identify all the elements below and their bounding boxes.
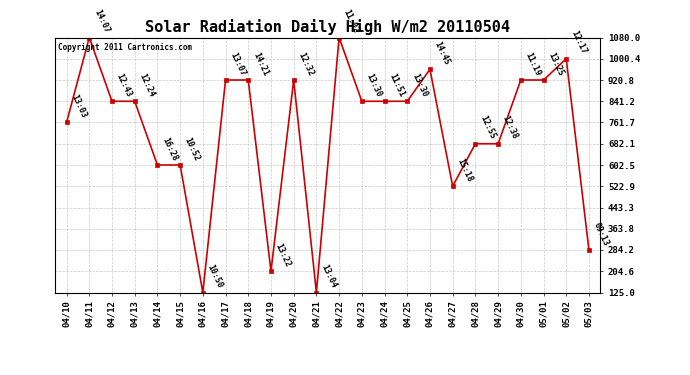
Text: 13:04: 13:04 [319, 263, 338, 290]
Text: 13:30: 13:30 [410, 72, 428, 99]
Text: 10:50: 10:50 [206, 263, 224, 290]
Text: 11:02: 11:02 [342, 8, 361, 35]
Text: 10:52: 10:52 [183, 136, 201, 162]
Text: Copyright 2011 Cartronics.com: Copyright 2011 Cartronics.com [58, 43, 192, 52]
Text: 11:51: 11:51 [387, 72, 406, 99]
Title: Solar Radiation Daily High W/m2 20110504: Solar Radiation Daily High W/m2 20110504 [146, 19, 510, 35]
Text: 16:28: 16:28 [160, 136, 179, 162]
Text: 13:03: 13:03 [69, 93, 88, 120]
Text: 12:32: 12:32 [297, 51, 315, 77]
Text: 12:17: 12:17 [569, 30, 588, 56]
Text: 11:19: 11:19 [524, 51, 542, 77]
Text: 14:07: 14:07 [92, 8, 111, 35]
Text: 13:07: 13:07 [228, 51, 247, 77]
Text: 14:45: 14:45 [433, 40, 451, 66]
Text: 12:38: 12:38 [501, 114, 520, 141]
Text: 09:13: 09:13 [592, 221, 611, 247]
Text: 12:24: 12:24 [137, 72, 156, 99]
Text: 13:25: 13:25 [546, 51, 565, 77]
Text: 12:55: 12:55 [478, 114, 497, 141]
Text: 13:30: 13:30 [364, 72, 384, 99]
Text: 12:43: 12:43 [115, 72, 133, 99]
Text: 15:18: 15:18 [455, 157, 474, 183]
Text: 14:21: 14:21 [251, 51, 270, 77]
Text: 13:22: 13:22 [274, 242, 293, 268]
